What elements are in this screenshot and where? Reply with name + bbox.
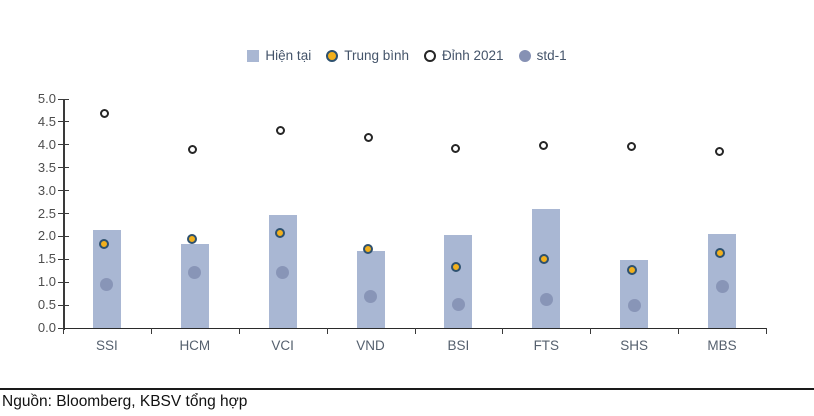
legend-item-2: Trung bình (326, 49, 409, 63)
avg-marker-hcm (187, 234, 198, 245)
x-axis-label-shs: SHS (620, 338, 649, 353)
source-note: Nguồn: Bloomberg, KBSV tổng hợp (2, 393, 248, 410)
y-axis-tick (58, 258, 69, 260)
y-axis-tick (58, 98, 69, 100)
peak-marker-mbs (715, 146, 725, 156)
y-axis-tick (58, 235, 69, 237)
x-axis-label-ssi: SSI (96, 338, 118, 353)
peak-marker-hcm (187, 145, 197, 155)
x-axis-tick (678, 328, 680, 334)
avg-marker-mbs (714, 247, 725, 258)
y-tick-label: 1.5 (37, 251, 56, 267)
y-axis-tick (58, 304, 69, 306)
x-axis-tick (590, 328, 592, 334)
y-axis-tick (58, 190, 69, 192)
x-axis-label-bsi: BSI (447, 338, 470, 353)
legend-label: Hiện tại (265, 48, 312, 64)
peak-marker-ssi (99, 109, 109, 119)
x-axis-tick (63, 328, 64, 334)
legend-label: Trung bình (344, 48, 409, 64)
x-axis-tick (150, 328, 152, 334)
avg-marker-ssi (99, 239, 110, 250)
footer-divider (0, 388, 814, 390)
std1-marker-fts (539, 292, 553, 306)
legend-marker-icon (326, 50, 339, 62)
avg-marker-shs (626, 264, 637, 275)
x-axis-label-vnd: VND (356, 338, 385, 353)
legend-item-3: Đỉnh 2021 (424, 49, 504, 63)
y-tick-label: 5.0 (37, 91, 56, 106)
bar-vnd (356, 251, 385, 328)
std1-marker-bsi (451, 297, 465, 311)
peak-marker-fts (539, 141, 549, 150)
y-axis-tick (58, 144, 69, 146)
avg-marker-bsi (450, 262, 461, 273)
y-tick-label: 2.0 (37, 228, 56, 244)
legend-marker-icon (424, 50, 436, 62)
bar-fts (532, 208, 561, 328)
std1-marker-hcm (188, 265, 202, 279)
legend-marker-icon (247, 50, 260, 62)
std1-marker-vci (276, 265, 290, 279)
legend-item-1: Hiện tại (247, 49, 311, 63)
avg-marker-vci (275, 227, 286, 238)
y-tick-label: 0.5 (37, 297, 56, 313)
x-axis-label-mbs: MBS (707, 338, 737, 353)
y-axis-tick (58, 213, 69, 214)
peak-marker-vnd (363, 133, 373, 143)
y-tick-label: 4.0 (37, 136, 56, 152)
y-tick-label: 4.5 (37, 113, 56, 129)
x-axis-tick (766, 328, 767, 334)
y-tick-label: 0.0 (37, 320, 56, 335)
x-axis-label-hcm: HCM (179, 338, 211, 353)
y-tick-label: 3.0 (37, 182, 56, 198)
x-axis-label-vci: VCI (271, 338, 294, 353)
bar-bsi (444, 235, 473, 328)
y-axis (63, 99, 65, 330)
std1-marker-vnd (364, 290, 378, 304)
y-tick-label: 1.0 (37, 274, 56, 290)
legend-marker-icon (518, 50, 531, 62)
std1-marker-ssi (100, 277, 114, 291)
x-axis-tick (414, 328, 416, 334)
bar-hcm (180, 244, 209, 328)
peak-marker-bsi (451, 144, 461, 154)
y-tick-label: 3.5 (37, 159, 56, 175)
y-axis-tick (58, 121, 69, 123)
y-axis-tick (58, 167, 69, 169)
x-axis-tick (238, 328, 240, 334)
legend-label: Đỉnh 2021 (442, 48, 504, 64)
y-tick-label: 2.5 (37, 205, 56, 221)
plot-area: 0.0 0.5 1.0 1.5 2.0 2.5 3.0 3.5 4.0 4.5 5.0 SSI HCM V… (37, 91, 767, 353)
legend-item-4: std-1 (518, 48, 567, 64)
x-axis-tick (502, 328, 504, 334)
avg-marker-fts (538, 253, 549, 264)
std1-marker-mbs (715, 280, 729, 294)
x-axis-label-fts: FTS (533, 338, 560, 353)
peak-marker-vci (275, 125, 285, 135)
peak-marker-shs (627, 141, 637, 151)
y-axis-tick (58, 281, 69, 283)
chart-legend: Hiện tại Trung bình Đỉnh 2021 std-1 (0, 46, 814, 66)
std1-marker-shs (627, 298, 641, 312)
legend-label: std-1 (536, 48, 567, 64)
x-axis-tick (326, 328, 328, 334)
avg-marker-vnd (363, 244, 374, 255)
